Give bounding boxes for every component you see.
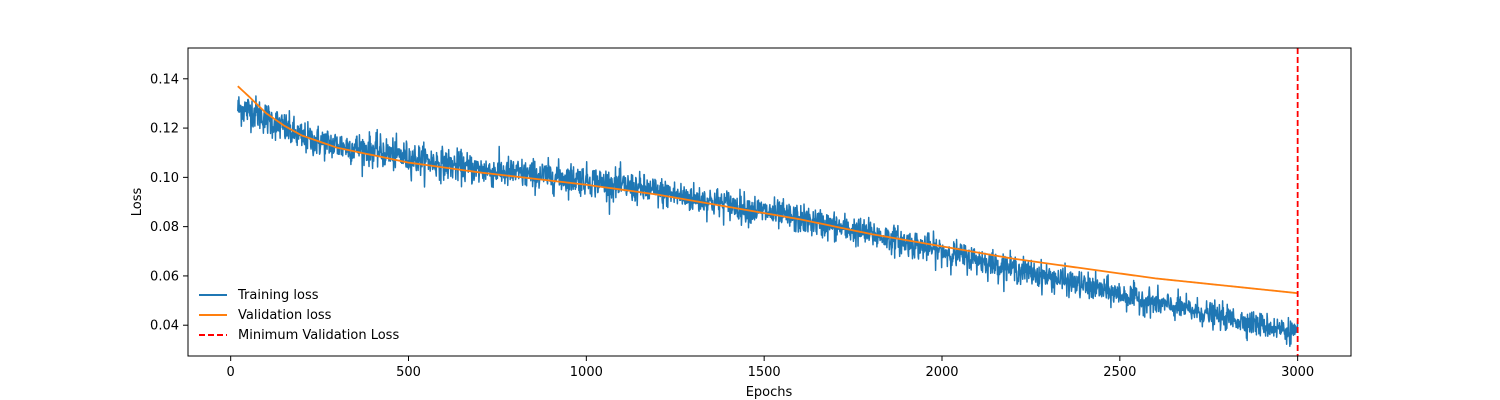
x-axis-label: Epochs xyxy=(746,385,793,400)
x-tick-label: 0 xyxy=(227,365,235,380)
x-tick-label: 2000 xyxy=(925,365,958,380)
x-tick-label: 3000 xyxy=(1281,365,1314,380)
legend: Training loss Validation loss Minimum Va… xyxy=(199,288,399,343)
series-training-loss xyxy=(237,95,1299,348)
x-tick-label: 1000 xyxy=(570,365,603,380)
legend-label-training: Training loss xyxy=(237,288,319,303)
y-tick-label: 0.04 xyxy=(150,319,179,334)
legend-label-validation: Validation loss xyxy=(238,308,332,323)
y-axis-label: Loss xyxy=(130,188,145,217)
y-tick-label: 0.06 xyxy=(150,269,179,284)
x-tick-label: 2500 xyxy=(1103,365,1136,380)
x-tick-label: 500 xyxy=(396,365,421,380)
series-validation-loss xyxy=(237,85,1298,295)
x-tick-label: 1500 xyxy=(748,365,781,380)
plot-frame xyxy=(187,47,1352,357)
y-tick-label: 0.14 xyxy=(150,72,179,87)
y-tick-label: 0.12 xyxy=(150,122,179,137)
legend-label-min-val: Minimum Validation Loss xyxy=(238,328,399,343)
y-tick-label: 0.10 xyxy=(150,171,179,186)
y-tick-label: 0.08 xyxy=(150,220,179,235)
